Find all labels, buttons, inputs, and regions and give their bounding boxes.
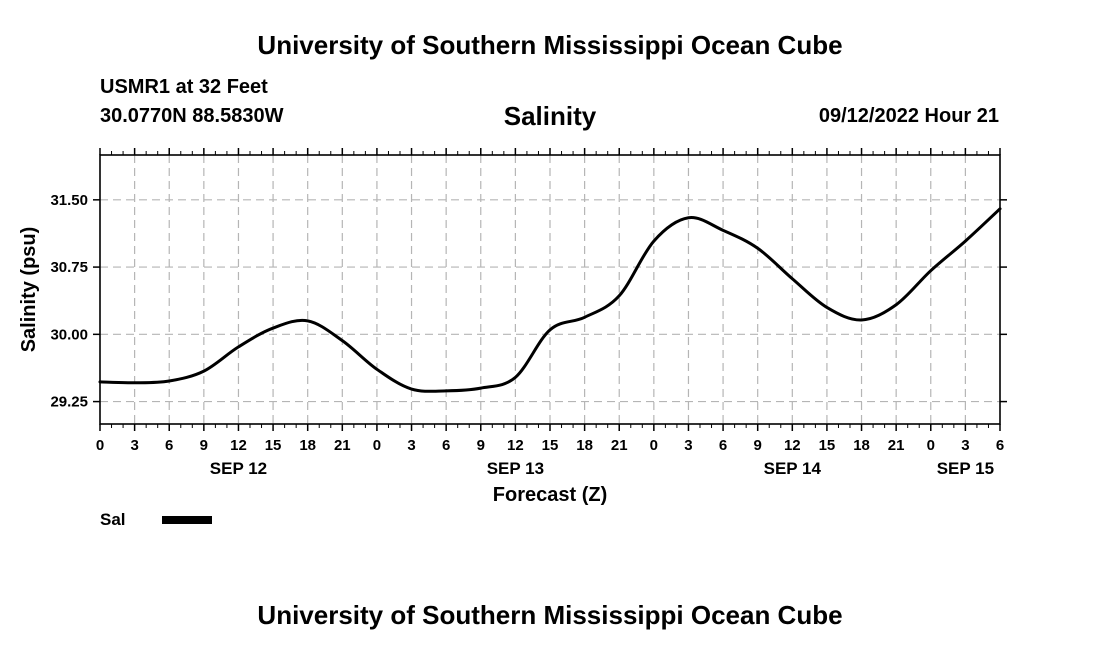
x-tick-label: 6 <box>996 437 1004 454</box>
x-tick-label: 21 <box>611 437 628 454</box>
x-tick-label: 0 <box>96 437 104 454</box>
y-axis-label: Salinity (psu) <box>18 227 40 353</box>
y-tick-label: 30.75 <box>50 259 88 276</box>
x-tick-label: 3 <box>961 437 969 454</box>
date-label: SEP 12 <box>210 459 267 478</box>
x-tick-label: 21 <box>888 437 905 454</box>
x-tick-label: 18 <box>853 437 870 454</box>
footer-title: University of Southern Mississippi Ocean… <box>257 600 843 630</box>
chart-title: Salinity <box>503 101 597 131</box>
x-tick-label: 18 <box>299 437 316 454</box>
date-label: SEP 13 <box>487 459 544 478</box>
date-label: SEP 14 <box>764 459 822 478</box>
x-tick-label: 9 <box>754 437 762 454</box>
x-tick-label: 6 <box>719 437 727 454</box>
y-tick-label: 29.25 <box>50 394 88 411</box>
x-tick-label: 6 <box>442 437 450 454</box>
x-tick-label: 6 <box>165 437 173 454</box>
x-tick-label: 21 <box>334 437 351 454</box>
x-tick-label: 12 <box>507 437 524 454</box>
station-label: USMR1 at 32 Feet <box>100 76 268 98</box>
x-tick-label: 12 <box>784 437 801 454</box>
date-label: SEP 15 <box>937 459 994 478</box>
x-tick-label: 9 <box>477 437 485 454</box>
x-tick-label: 3 <box>130 437 138 454</box>
legend-label: Sal <box>100 510 126 529</box>
x-tick-label: 9 <box>200 437 208 454</box>
x-tick-label: 15 <box>542 437 559 454</box>
x-tick-label: 3 <box>684 437 692 454</box>
main-title: University of Southern Mississippi Ocean… <box>257 30 843 60</box>
x-tick-label: 12 <box>230 437 247 454</box>
coordinates-label: 30.0770N 88.5830W <box>100 105 284 127</box>
x-tick-label: 3 <box>407 437 415 454</box>
y-tick-label: 31.50 <box>50 192 88 209</box>
timestamp-label: 09/12/2022 Hour 21 <box>818 105 999 127</box>
legend-line-swatch <box>162 516 212 524</box>
x-axis-label: Forecast (Z) <box>493 484 607 506</box>
x-tick-label: 15 <box>265 437 282 454</box>
series-line-sal <box>98 207 1002 393</box>
y-tick-label: 30.00 <box>50 326 88 343</box>
x-tick-label: 15 <box>819 437 836 454</box>
x-tick-label: 0 <box>650 437 658 454</box>
x-tick-label: 18 <box>576 437 593 454</box>
x-tick-label: 0 <box>927 437 935 454</box>
x-tick-label: 0 <box>373 437 381 454</box>
